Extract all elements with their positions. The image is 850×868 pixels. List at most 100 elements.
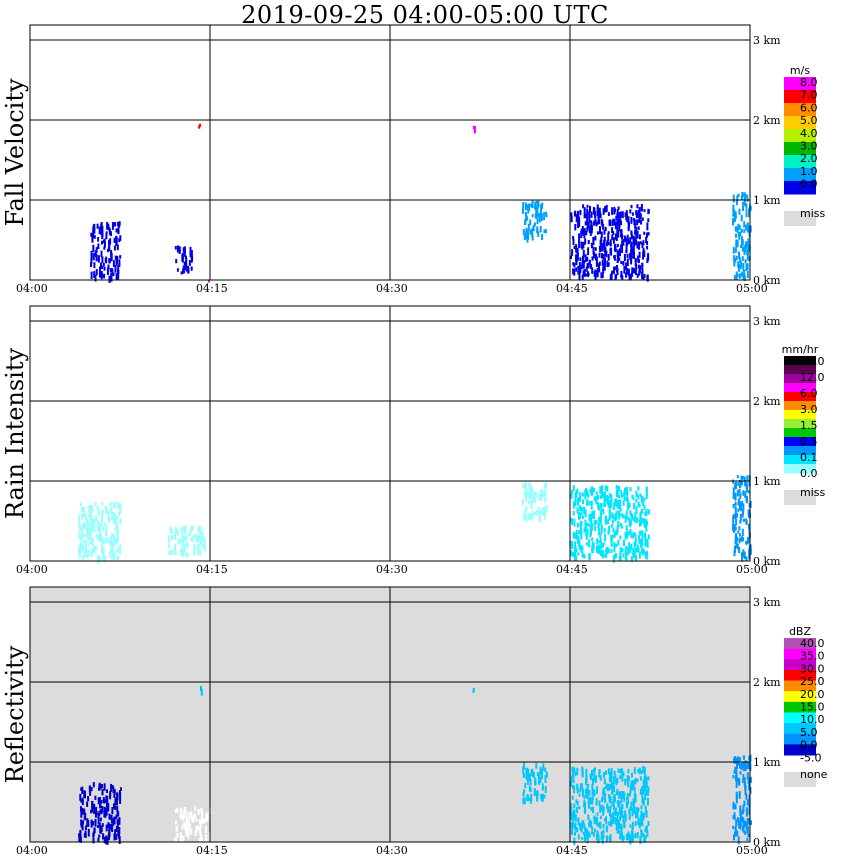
echo-pixel xyxy=(622,514,625,519)
echo-pixel xyxy=(630,543,633,550)
echo-pixel xyxy=(623,793,626,797)
echo-pixel xyxy=(99,803,102,809)
echo-pixel xyxy=(589,231,592,236)
echo-pixel xyxy=(579,520,582,528)
echo-pixel xyxy=(733,812,736,818)
echo-pixel xyxy=(639,265,642,270)
echo-pixel xyxy=(645,509,648,515)
echo-pixel xyxy=(590,242,593,249)
echo-pixel xyxy=(591,548,594,553)
echo-pixel xyxy=(735,255,738,261)
echo-pixel xyxy=(586,256,589,262)
echo-pixel xyxy=(581,274,584,281)
echo-pixel xyxy=(196,533,199,540)
time-tick-label: 05:00 xyxy=(736,282,768,295)
echo-pixel xyxy=(614,816,616,820)
colorbar-missing-label: miss xyxy=(800,207,826,220)
echo-pixel xyxy=(600,504,603,512)
echo-pixel xyxy=(600,806,603,812)
echo-pixel xyxy=(636,517,639,524)
colorbar-swatch xyxy=(784,142,816,156)
echo-pixel xyxy=(92,831,95,837)
echo-pixel xyxy=(604,533,607,542)
echo-pixel xyxy=(182,550,185,557)
echo-pixel xyxy=(100,229,103,236)
echo-pixel xyxy=(100,810,103,815)
echo-pixel xyxy=(747,826,749,834)
echo-pixel xyxy=(579,267,582,273)
echo-pixel xyxy=(640,540,643,546)
echo-pixel xyxy=(105,259,108,264)
echo-pixel xyxy=(115,825,118,832)
panel-1: 04:00 04:15 04:30 04:45 05:000 km1 km2 km3 k… xyxy=(1,24,826,295)
echo-pixel xyxy=(544,775,547,783)
echo-pixel xyxy=(635,231,638,240)
echo-pixel xyxy=(174,550,177,556)
echo-pixel xyxy=(588,523,591,527)
echo-pixel xyxy=(574,210,577,216)
echo-pixel xyxy=(577,267,580,274)
echo-pixel xyxy=(570,212,573,217)
echo-pixel xyxy=(118,238,121,243)
echo-pixel xyxy=(578,240,581,249)
echo-pixel xyxy=(180,834,183,839)
echo-pixel xyxy=(578,216,581,221)
echo-pixel xyxy=(108,275,111,283)
echo-pixel xyxy=(585,532,588,537)
echo-pixel xyxy=(107,538,110,543)
echo-pixel xyxy=(741,192,744,197)
echo-pixel xyxy=(576,801,579,806)
echo-pixel xyxy=(541,204,543,209)
echo-pixel xyxy=(573,810,575,819)
echo-pixel xyxy=(634,778,637,785)
echo-pixel xyxy=(741,528,744,536)
echo-pixel xyxy=(594,269,597,278)
echo-pixel xyxy=(198,535,201,541)
echo-pixel xyxy=(90,271,93,279)
echo-pixel xyxy=(101,509,104,514)
echo-pixel xyxy=(581,545,584,551)
echo-pixel xyxy=(732,246,735,254)
echo-pixel xyxy=(576,488,579,494)
echo-pixel xyxy=(585,527,588,533)
echo-pixel xyxy=(91,538,94,546)
echo-pixel xyxy=(101,806,104,813)
echo-pixel xyxy=(734,257,737,263)
echo-region xyxy=(90,221,122,283)
echo-pixel xyxy=(197,526,200,532)
echo-pixel xyxy=(524,782,527,789)
echo-pixel xyxy=(738,208,741,215)
echo-pixel xyxy=(604,246,607,255)
echo-pixel xyxy=(119,544,122,550)
echo-pixel xyxy=(747,536,750,543)
echo-pixel xyxy=(627,547,630,556)
echo-pixel xyxy=(738,263,740,272)
echo-pixel xyxy=(524,219,527,225)
echo-pixel xyxy=(615,553,618,557)
echo-pixel xyxy=(577,497,580,502)
echo-pixel xyxy=(193,543,196,548)
echo-pixel xyxy=(87,550,90,557)
echo-pixel xyxy=(540,770,543,776)
echo-pixel xyxy=(645,488,648,496)
echo-pixel xyxy=(635,264,638,270)
colorbar-label: 48.0 xyxy=(800,355,825,368)
echo-pixel xyxy=(624,515,627,523)
echo-pixel xyxy=(630,512,633,517)
echo-pixel xyxy=(605,204,608,212)
echo-pixel xyxy=(107,248,109,253)
echo-pixel xyxy=(586,214,589,219)
echo-pixel xyxy=(634,225,637,230)
echo-pixel xyxy=(613,254,616,261)
echo-pixel xyxy=(623,539,625,547)
echo-pixel xyxy=(629,790,632,794)
echo-pixel xyxy=(627,769,630,774)
echo-pixel xyxy=(640,810,643,818)
echo-pixel xyxy=(585,534,588,540)
echo-pixel xyxy=(628,273,631,281)
echo-pixel xyxy=(207,279,210,283)
echo-pixel xyxy=(111,825,114,832)
echo-pixel xyxy=(749,225,752,233)
echo-pixel xyxy=(734,803,737,810)
echo-pixel xyxy=(174,820,177,825)
